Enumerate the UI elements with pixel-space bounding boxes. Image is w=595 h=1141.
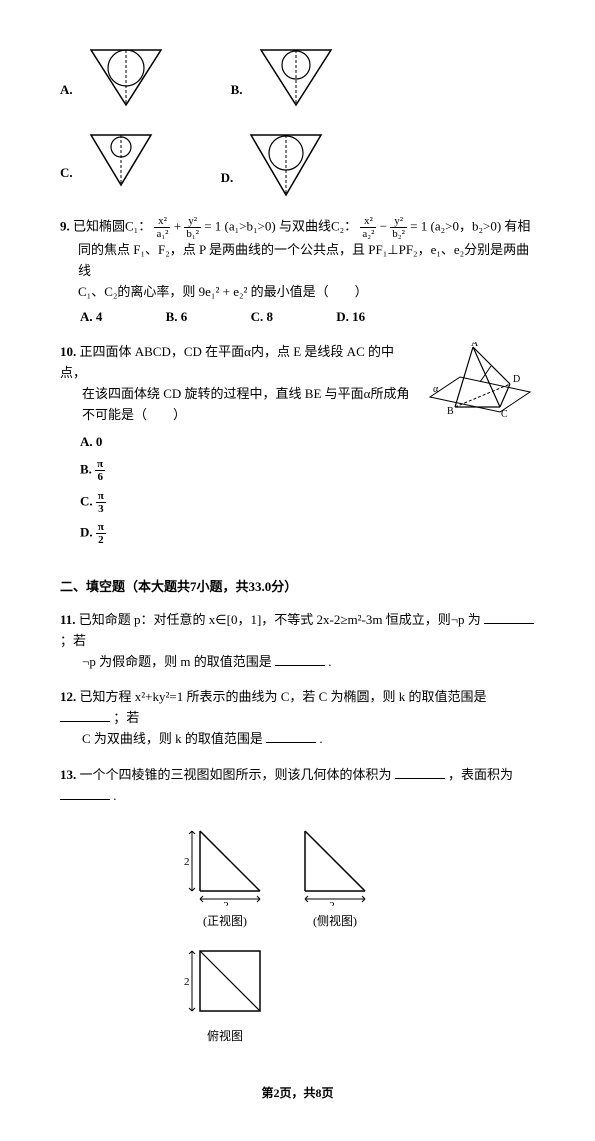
q11-num: 11. [60,612,76,627]
q11-t4: . [328,654,331,669]
section2-title: 二、填空题（本大题共7小题，共33.0分） [60,576,535,595]
q9: 9. 已知椭圆C₁： x²a₁² + y²b₁² = 1 (a₁>b₁>0) 与… [60,215,535,327]
q9-t1: 已知椭圆C₁： [73,219,151,234]
q9-choices: A. 4 B. 6 C. 8 D. 16 [80,307,535,328]
q13-blank1 [395,778,445,779]
side-view: 2 (侧视图) [290,821,380,929]
svg-text:A: A [471,342,479,349]
q13-blank2 [60,799,110,800]
q10: A B C D α 10. 正四面体 ABCD，CD 在平面α内，点 E 是线段… [60,342,535,546]
svg-text:D: D [513,374,520,385]
three-views: 2 2 (正视图) 2 (侧视图) [180,821,535,1044]
q12-t3: C 为双曲线，则 k 的取值范围是 [82,731,263,746]
q9-frac1: x²a₁² [154,215,170,240]
q11-t3: ¬p 为假命题，则 m 的取值范围是 [82,654,272,669]
svg-text:2: 2 [184,856,190,868]
svg-text:2: 2 [223,900,229,906]
q10-c: C. π3 [80,490,535,515]
svg-text:2: 2 [184,976,190,988]
q9-a: A. 4 [80,307,102,328]
front-view: 2 2 (正视图) [180,821,270,929]
q11-t2: ；若 [60,633,86,648]
page-footer: 第2页，共8页 [60,1084,535,1101]
q8-options: A. B. C. D. [60,40,535,200]
q9-c: C. 8 [251,307,273,328]
q9-d: D. 16 [336,307,365,328]
opt-b-label: B. [231,82,243,98]
q12-t4: . [319,731,322,746]
svg-text:α: α [433,384,439,395]
opt-d-label: D. [221,170,234,186]
top-view: 2 俯视图 [180,941,535,1044]
q13-t2: ，表面积为 [448,767,513,782]
q13: 13. 一个个四棱锥的三视图如图所示，则该几何体的体积为 ，表面积为 . [60,765,535,807]
q13-t1: 一个个四棱锥的三视图如图所示，则该几何体的体积为 [80,767,392,782]
q9-t3: C₁、C₂的离心率，则 9e₁² + e₂² 的最小值是（ ） [78,282,535,303]
side-label: (侧视图) [290,912,380,929]
q12: 12. 已知方程 x²+ky²=1 所表示的曲线为 C，若 C 为椭圆，则 k … [60,687,535,749]
q11-blank1 [484,623,534,624]
opt-c-label: C. [60,165,73,181]
q9-frac3: x²a₂² [360,215,376,240]
q10-b: B. π6 [80,458,535,483]
svg-text:C: C [501,409,508,420]
q10-choices: A. 0 B. π6 C. π3 D. π2 [60,432,535,546]
opt-b-figure [251,40,341,110]
q12-t2: ；若 [113,710,139,725]
front-label: (正视图) [180,912,270,929]
opt-a-figure [81,40,171,110]
q13-num: 13. [60,767,76,782]
q11-t1: 已知命题 p：对任意的 x∈[0，1]，不等式 2x-2≥m²-3m 恒成立，则… [79,612,481,627]
top-label: 俯视图 [180,1027,270,1044]
svg-text:2: 2 [329,900,335,906]
q11: 11. 已知命题 p：对任意的 x∈[0，1]，不等式 2x-2≥m²-3m 恒… [60,610,535,672]
q9-num: 9. [60,219,70,234]
q13-t3: . [113,788,116,803]
q10-t1: 正四面体 ABCD，CD 在平面α内，点 E 是线段 AC 的中点， [60,344,394,380]
q10-d: D. π2 [80,521,535,546]
opt-c-figure [81,125,161,190]
q9-b: B. 6 [166,307,188,328]
svg-text:B: B [447,406,454,417]
q9-t2: 同的焦点 F₁、F₂，点 P 是两曲线的一个公共点，且 PF₁⊥PF₂，e₁、e… [78,240,535,282]
q12-num: 12. [60,689,76,704]
opt-a-label: A. [60,82,73,98]
q11-blank2 [275,665,325,666]
q10-a: A. 0 [80,432,535,453]
opt-d-figure [241,125,331,200]
q12-blank1 [60,721,110,722]
q12-blank2 [266,742,316,743]
q9-frac4: y²b₂² [390,215,407,240]
q12-t1: 已知方程 x²+ky²=1 所表示的曲线为 C，若 C 为椭圆，则 k 的取值范… [80,689,487,704]
q9-frac2: y²b₁² [184,215,201,240]
q10-num: 10. [60,344,76,359]
q10-figure: A B C D α [425,342,535,432]
